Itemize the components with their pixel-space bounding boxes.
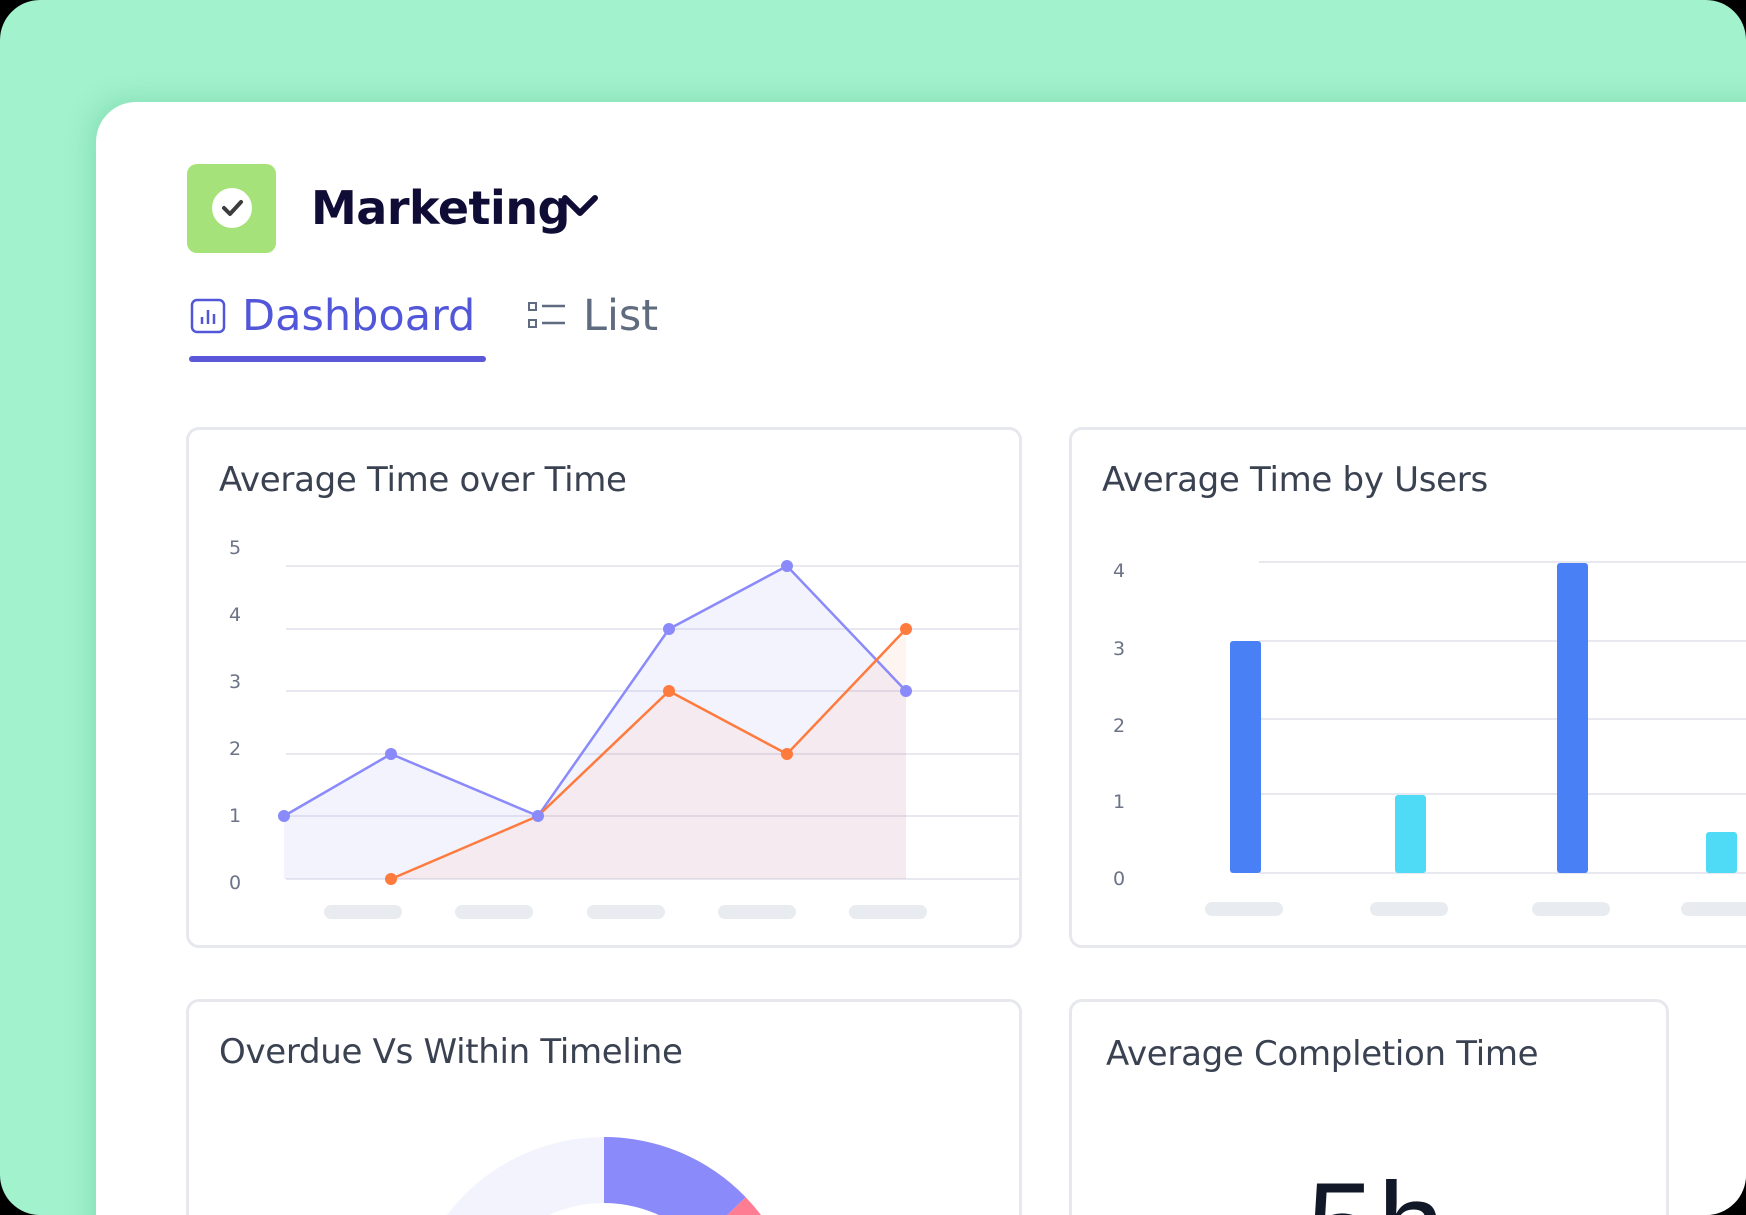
card-title: Average Time by Users: [1102, 460, 1488, 500]
list-icon: [527, 301, 567, 331]
x-tick-placeholder: [849, 905, 927, 919]
card-average-time-over-time: Average Time over Time 5 4 3 2 1 0: [186, 427, 1022, 948]
x-tick-placeholder: [718, 905, 796, 919]
card-average-completion-time: Average Completion Time 5h: [1069, 999, 1669, 1215]
y-tick: 4: [1112, 560, 1126, 582]
y-tick: 0: [1112, 868, 1126, 890]
tab-dashboard[interactable]: Dashboard: [190, 286, 475, 346]
y-tick: 3: [1112, 638, 1126, 660]
donut-chart: [447, 1137, 761, 1215]
card-average-time-by-users: Average Time by Users 4 3 2 1 0: [1069, 427, 1746, 948]
line-chart: [278, 560, 1019, 885]
x-tick-placeholder: [324, 905, 402, 919]
bar[interactable]: [1706, 832, 1737, 873]
x-tick-placeholder: [1532, 902, 1610, 916]
card-title: Overdue Vs Within Timeline: [219, 1032, 683, 1072]
gridline: [1259, 718, 1746, 720]
y-tick: 2: [1112, 715, 1126, 737]
bar[interactable]: [1557, 563, 1588, 873]
bar-chart-icon: [190, 298, 226, 334]
completion-time-value: 5h: [1307, 1165, 1448, 1215]
active-tab-indicator: [189, 356, 486, 362]
tab-list[interactable]: List: [527, 286, 658, 346]
y-tick: 4: [228, 604, 242, 626]
project-title[interactable]: Marketing: [311, 181, 571, 235]
gridline: [1259, 793, 1746, 795]
x-tick-placeholder: [1370, 902, 1448, 916]
card-overdue-vs-within-timeline: Overdue Vs Within Timeline: [186, 999, 1022, 1215]
tab-dashboard-label: Dashboard: [242, 291, 476, 341]
y-tick: 0: [228, 872, 242, 894]
bar[interactable]: [1395, 795, 1426, 873]
y-tick: 2: [228, 738, 242, 760]
check-icon: [222, 200, 243, 216]
x-tick-placeholder: [1681, 902, 1746, 916]
gridline: [1259, 872, 1746, 874]
tab-list-label: List: [583, 291, 659, 341]
project-icon: [187, 164, 276, 253]
gridline: [1259, 640, 1746, 642]
y-tick: 1: [1112, 791, 1126, 813]
y-tick: 3: [228, 671, 242, 693]
x-tick-placeholder: [455, 905, 533, 919]
check-circle-icon: [212, 188, 252, 228]
card-title: Average Time over Time: [219, 460, 627, 500]
chevron-down-icon[interactable]: [560, 192, 600, 224]
gridline: [1259, 561, 1746, 563]
card-title: Average Completion Time: [1106, 1034, 1539, 1074]
y-tick: 5: [228, 537, 242, 559]
bar[interactable]: [1230, 641, 1261, 873]
x-tick-placeholder: [1205, 902, 1283, 916]
x-tick-placeholder: [587, 905, 665, 919]
y-tick: 1: [228, 805, 242, 827]
